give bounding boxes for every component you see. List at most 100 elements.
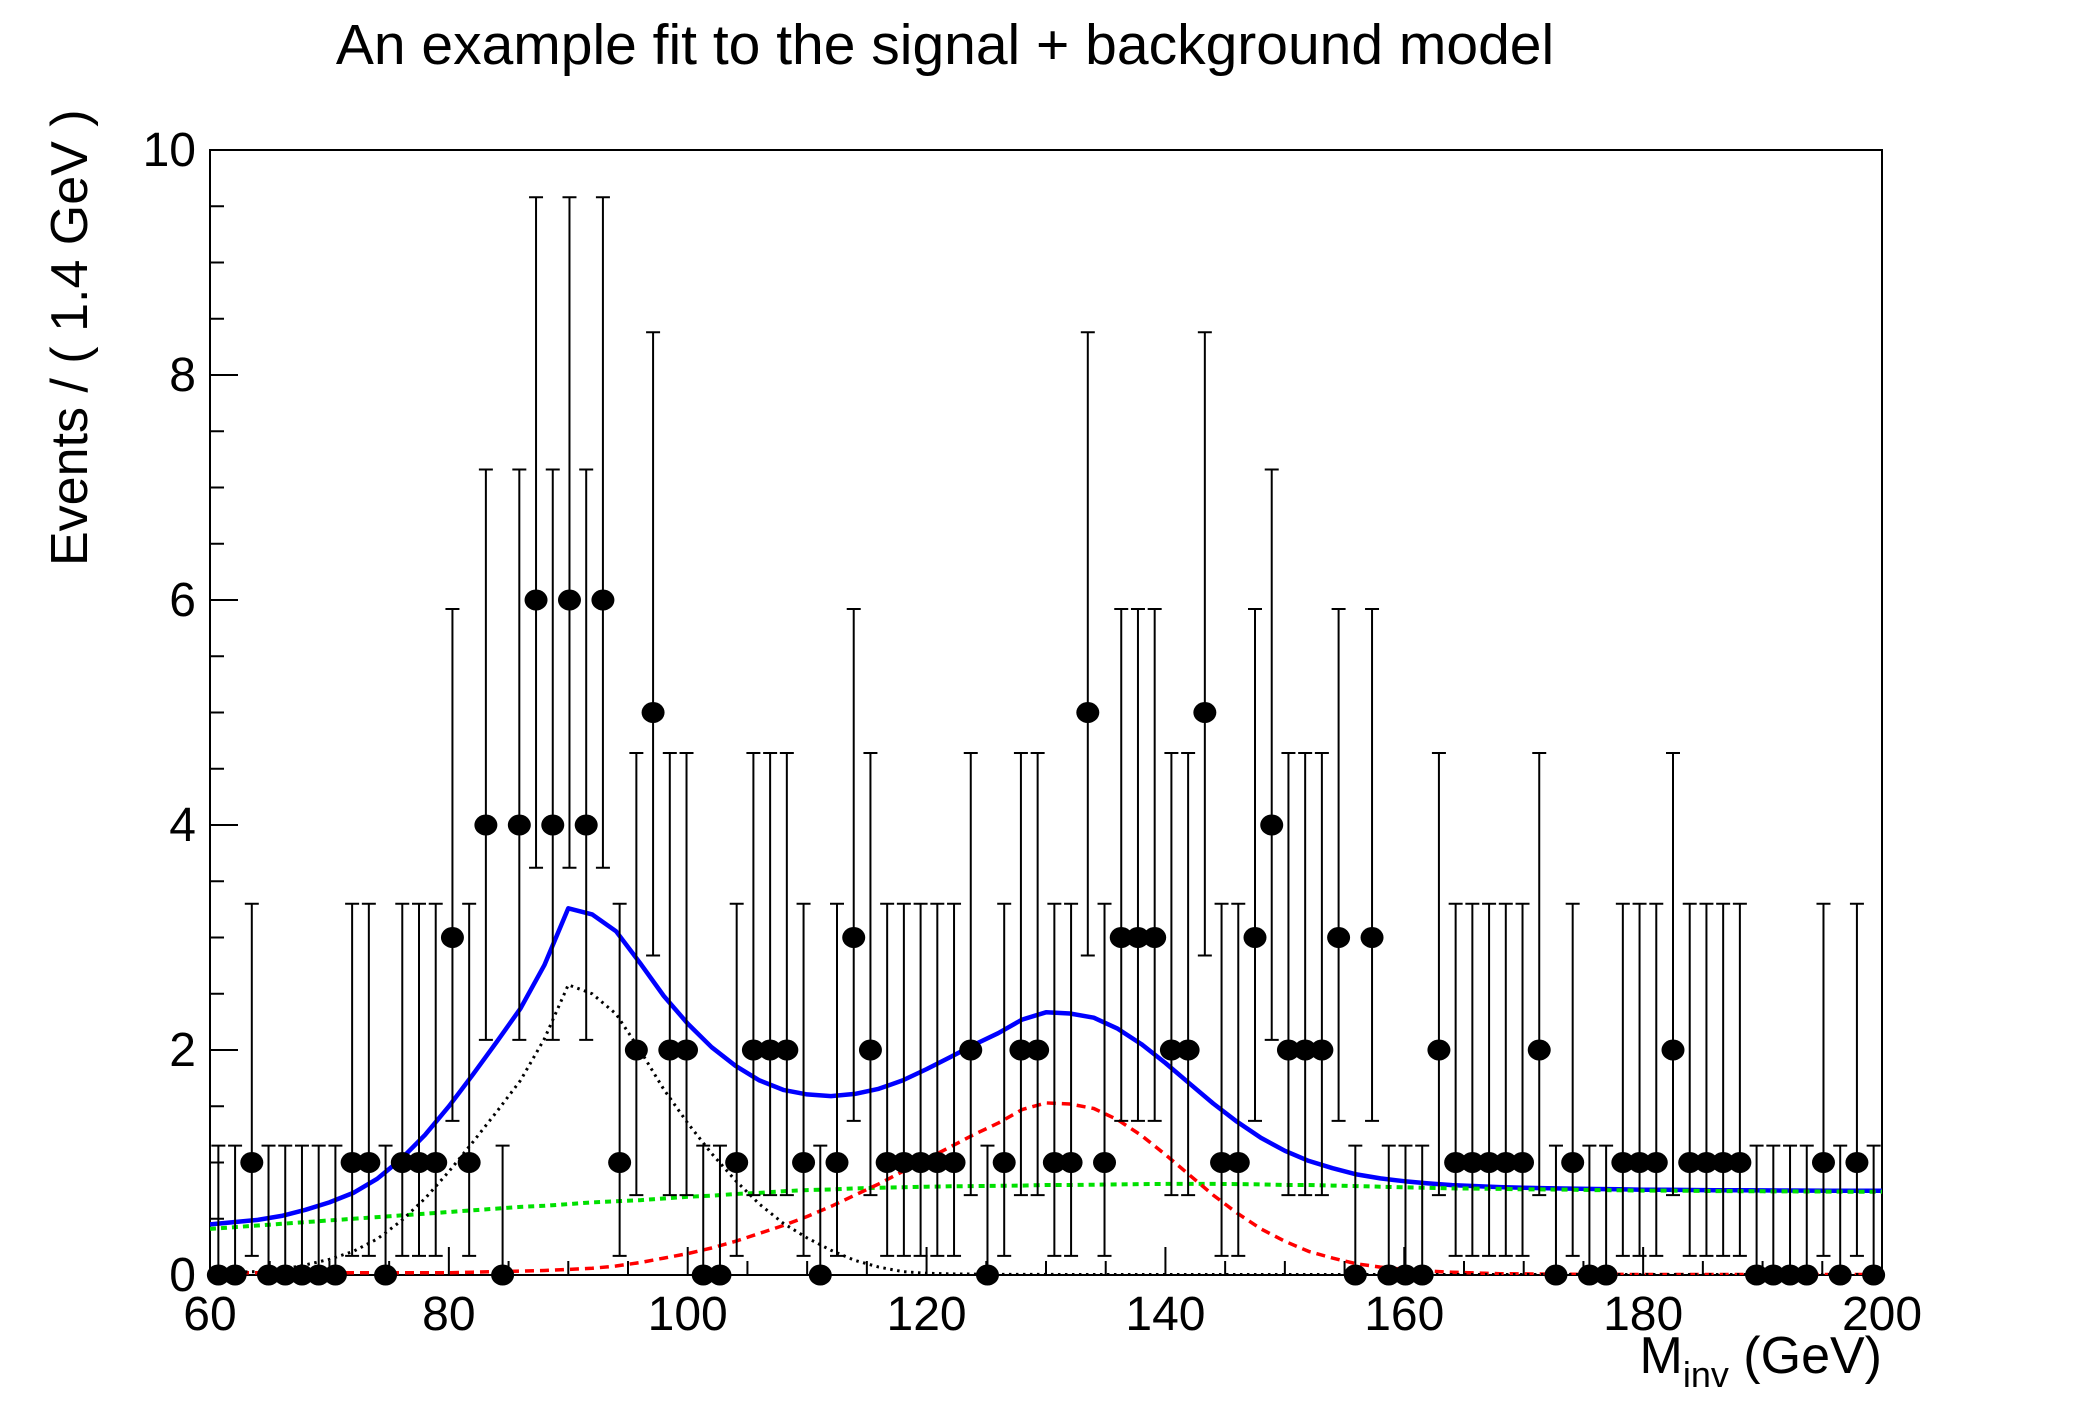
data-point: [457, 1152, 481, 1173]
data-point: [641, 702, 665, 723]
data-point: [1444, 1152, 1468, 1173]
y-tick-label: 0: [169, 1249, 196, 1302]
curve-background: [210, 1181, 1882, 1231]
data-point: [725, 1152, 749, 1173]
data-point: [875, 1152, 899, 1173]
data-point: [1243, 927, 1267, 948]
data-point: [1226, 1152, 1250, 1173]
data-point: [1862, 1264, 1886, 1286]
data-point: [1293, 1039, 1317, 1061]
data-point: [1360, 927, 1384, 948]
data-point: [357, 1152, 381, 1173]
y-tick-label: 6: [169, 574, 196, 627]
data-point: [1009, 1039, 1033, 1061]
x-tick-label: 180: [1603, 1288, 1683, 1341]
data-point: [1678, 1152, 1702, 1173]
data-point: [1260, 814, 1284, 836]
data-point: [390, 1152, 414, 1173]
data-point: [257, 1264, 281, 1286]
data-point: [557, 589, 581, 611]
data-point: [1611, 1152, 1635, 1173]
data-point: [206, 1264, 230, 1286]
data-point: [1327, 927, 1351, 948]
data-point: [909, 1152, 933, 1173]
data-point: [975, 1264, 999, 1286]
data-point: [1628, 1152, 1652, 1173]
data-point: [1661, 1039, 1685, 1061]
data-point: [1210, 1152, 1234, 1173]
data-point: [1377, 1264, 1401, 1286]
data-point: [1159, 1039, 1183, 1061]
data-point: [491, 1264, 515, 1286]
x-tick-label: 100: [648, 1288, 728, 1341]
x-tick-label: 200: [1842, 1288, 1922, 1341]
data-point: [1811, 1152, 1835, 1173]
data-point: [624, 1039, 648, 1061]
data-point: [1310, 1039, 1334, 1061]
data-point: [440, 927, 464, 948]
data-point: [1845, 1152, 1869, 1173]
data-point: [541, 814, 565, 836]
data-point: [1093, 1152, 1117, 1173]
data-point: [340, 1152, 364, 1173]
data-point: [591, 589, 615, 611]
data-point: [892, 1152, 916, 1173]
data-point: [1076, 702, 1100, 723]
data-point: [407, 1152, 431, 1173]
data-point: [223, 1264, 247, 1286]
x-tick-label: 80: [422, 1288, 475, 1341]
data-point: [808, 1264, 832, 1286]
data-point: [574, 814, 598, 836]
data-point: [1059, 1152, 1083, 1173]
data-point: [858, 1039, 882, 1061]
data-point: [1042, 1152, 1066, 1173]
data-point: [1410, 1264, 1434, 1286]
data-point: [474, 814, 498, 836]
data-point: [273, 1264, 297, 1286]
curve-signal-1: [210, 983, 1882, 1275]
x-axis-title-symbol: M: [1639, 1327, 1683, 1385]
data-point: [240, 1152, 264, 1173]
y-tick-label: 8: [169, 349, 196, 402]
data-point: [925, 1152, 949, 1173]
data-point: [1728, 1152, 1752, 1173]
data-point: [1477, 1152, 1501, 1173]
data-point: [1778, 1264, 1802, 1286]
data-point: [792, 1152, 816, 1173]
data-point: [507, 814, 531, 836]
data-point: [1761, 1264, 1785, 1286]
y-tick-label: 10: [143, 124, 196, 177]
x-tick-label: 60: [183, 1288, 236, 1341]
data-point: [708, 1264, 732, 1286]
data-point: [942, 1152, 966, 1173]
data-point: [775, 1039, 799, 1061]
data-point: [1393, 1264, 1417, 1286]
data-point: [307, 1264, 331, 1286]
data-point: [1176, 1039, 1200, 1061]
data-point: [608, 1152, 632, 1173]
data-point: [825, 1152, 849, 1173]
data-point: [1026, 1039, 1050, 1061]
data-point: [1494, 1152, 1518, 1173]
data-point: [374, 1264, 398, 1286]
data-point: [1561, 1152, 1585, 1173]
y-tick-label: 4: [169, 799, 196, 852]
data-point: [675, 1039, 699, 1061]
data-point: [524, 589, 548, 611]
x-tick-label: 120: [887, 1288, 967, 1341]
data-point: [1795, 1264, 1819, 1286]
x-axis-title-units: (GeV): [1728, 1327, 1882, 1385]
data-point: [1511, 1152, 1535, 1173]
data-point: [758, 1039, 782, 1061]
x-tick-label: 140: [1125, 1288, 1205, 1341]
data-point: [1694, 1152, 1718, 1173]
data-point: [1126, 927, 1150, 948]
data-point: [1460, 1152, 1484, 1173]
data-point: [1527, 1039, 1551, 1061]
data-point: [1427, 1039, 1451, 1061]
data-point: [1109, 927, 1133, 948]
data-point: [1193, 702, 1217, 723]
data-point: [1143, 927, 1167, 948]
